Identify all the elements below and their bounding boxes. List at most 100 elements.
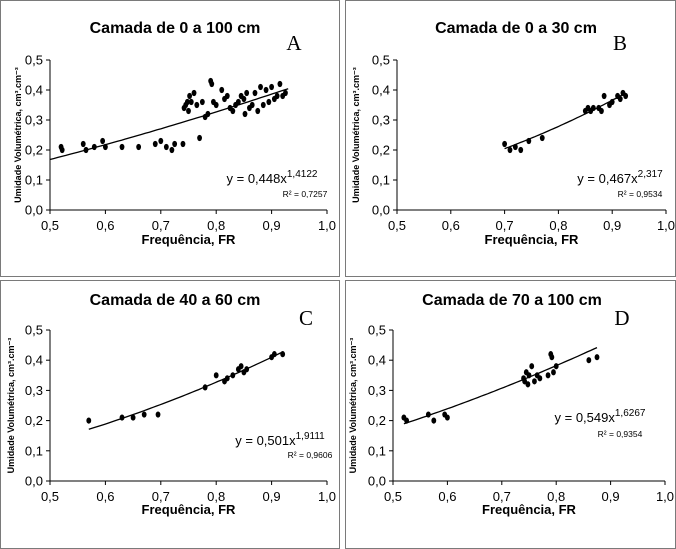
panel-b: Camada de 0 a 30 cm B 0,0 0,1 0,2 0,3 0,4 0,5 0,…: [345, 0, 676, 277]
panel-b-y-axis-label: Umidade Volumétrica, cm³.cm⁻³: [351, 67, 361, 203]
panel-b-data-point: [518, 146, 524, 154]
panel-a-y-axis-label: Umidade Volumétrica, cm³.cm⁻³: [13, 67, 23, 203]
panel-b-y-tick-label: 0,5: [372, 53, 390, 68]
panel-a-x-tick-label: 0,7: [152, 218, 170, 233]
panel-a-data-point: [199, 98, 205, 106]
panel-a-data-point: [59, 146, 65, 154]
panel-a-data-point: [197, 134, 202, 142]
panel-a-data-point: [266, 98, 272, 106]
panel-c-y-tick-label: 0,4: [25, 353, 43, 368]
panel-c-data-point: [155, 411, 161, 418]
panel-a-data-point: [91, 143, 97, 151]
panel-a-border: [0, 0, 340, 277]
panel-b-data-point: [609, 98, 615, 106]
panel-c-data-point: [130, 414, 136, 421]
panel-a-y-tick-label: 0,4: [25, 83, 43, 98]
panel-c-data-point: [86, 417, 92, 424]
panel-d-data-point: [404, 417, 409, 424]
panel-b-x-tick-label: 0,6: [442, 218, 460, 233]
panel-c-data-point: [244, 366, 250, 373]
panel-a-data-point: [100, 137, 106, 145]
panel-a-data-point: [152, 140, 158, 148]
panel-b-x-tick-label: 0,8: [549, 218, 567, 233]
panel-d-data-point: [532, 378, 537, 385]
panel-d-y-tick-label: 0,4: [368, 353, 386, 368]
panel-b-equation: y = 0,467x2,317: [577, 169, 663, 186]
panel-c-r-squared: R² = 0,9606: [288, 450, 333, 460]
panel-a-data-point: [255, 107, 261, 115]
panel-a-data-point: [205, 110, 211, 118]
panel-a-x-tick-label: 0,8: [207, 218, 225, 233]
panel-a-data-point: [136, 143, 142, 151]
panel-c-x-tick-label: 0,6: [96, 489, 114, 504]
panel-b-y-tick-label: 0,0: [372, 203, 390, 218]
panel-c-data-point: [238, 363, 244, 370]
panel-a-data-point: [209, 80, 215, 88]
panel-c-y-tick-label: 0,0: [25, 474, 43, 489]
panel-a-data-point: [241, 95, 247, 103]
panel-c-y-tick-label: 0,1: [25, 443, 43, 458]
panel-c-equation: y = 0,501x1,9111: [235, 431, 325, 448]
panel-b-y-tick-label: 0,1: [372, 173, 390, 188]
panel-c-x-tick-label: 0,7: [152, 489, 170, 504]
panel-a-data-point: [180, 140, 186, 148]
panel-a-y-tick-label: 0,1: [25, 173, 43, 188]
panel-c-x-axis-label: Frequência, FR: [142, 502, 237, 517]
panel-b-data-point: [601, 92, 607, 100]
panel-d-data-point: [431, 417, 437, 424]
panel-a-x-tick-label: 0,9: [263, 218, 281, 233]
panel-a-data-point: [191, 89, 197, 97]
panel-b-x-tick-label: 1,0: [657, 218, 675, 233]
panel-c-x-tick-label: 1,0: [318, 489, 336, 504]
panel-c-y-tick-label: 0,2: [25, 413, 43, 428]
panel-b-title: Camada de 0 a 30 cm: [435, 20, 597, 37]
panel-d-trendline: [403, 347, 598, 425]
panel-c-x-tick-label: 0,9: [263, 489, 281, 504]
panel-d-data-point: [553, 363, 559, 370]
panel-d-x-axis-label: Frequência, FR: [482, 502, 577, 517]
panel-a-data-point: [83, 146, 89, 154]
panel-c-data-point: [141, 411, 147, 418]
panel-a-data-point: [242, 110, 248, 118]
panel-a-data-point: [163, 143, 169, 151]
panel-a-y-tick-label: 0,2: [25, 143, 43, 158]
panel-c-y-tick-label: 0,3: [25, 383, 43, 398]
panel-a-data-point: [186, 107, 191, 115]
panel-b-r-squared: R² = 0,9534: [618, 189, 663, 199]
panel-a-y-tick-label: 0,5: [25, 53, 43, 68]
panel-c-y-axis-label: Umidade Volumétrica, cm³.cm⁻³: [6, 338, 16, 474]
panel-d-r-squared: R² = 0,9354: [598, 429, 643, 439]
panel-a-data-point: [169, 146, 175, 154]
panel-a-data-point: [103, 143, 108, 151]
panel-c-trendline: [88, 351, 283, 430]
panel-c-data-point: [224, 375, 230, 382]
panel-c-x-tick-label: 0,5: [41, 489, 59, 504]
panel-a-data-point: [235, 98, 241, 106]
panel-d-data-point: [445, 414, 450, 421]
panel-a-data-point: [230, 107, 236, 115]
panel-a-title: Camada de 0 a 100 cm: [90, 20, 261, 37]
panel-a-data-point: [187, 92, 193, 100]
panel-a-data-point: [258, 83, 263, 91]
panel-d-data-point: [537, 375, 543, 382]
panel-a-y-tick-label: 0,3: [25, 113, 43, 128]
panel-c-data-point: [213, 372, 219, 379]
panel-a-data-point: [158, 137, 164, 145]
panel-c-data-point: [280, 351, 286, 358]
panel-d-data-point: [594, 354, 600, 361]
panel-a-data-point: [249, 101, 255, 109]
panel-a-data-point: [172, 140, 178, 148]
panel-b-data-point: [539, 134, 545, 142]
panel-d-data-point: [529, 363, 535, 370]
panel-a-x-tick-label: 1,0: [318, 218, 336, 233]
panel-d-data-point: [425, 411, 431, 418]
panel-b-data-point: [526, 137, 532, 145]
panel-d-x-tick-label: 0,8: [547, 489, 565, 504]
panel-d-y-tick-label: 0,0: [368, 474, 386, 489]
panel-b-y-tick-label: 0,4: [372, 83, 390, 98]
panel-d-title: Camada de 70 a 100 cm: [422, 292, 602, 309]
panel-b-data-point: [617, 95, 623, 103]
panel-b-data-point: [512, 143, 518, 151]
panel-a-r-squared: R² = 0,7257: [283, 189, 328, 199]
panel-d-y-tick-label: 0,2: [368, 413, 386, 428]
